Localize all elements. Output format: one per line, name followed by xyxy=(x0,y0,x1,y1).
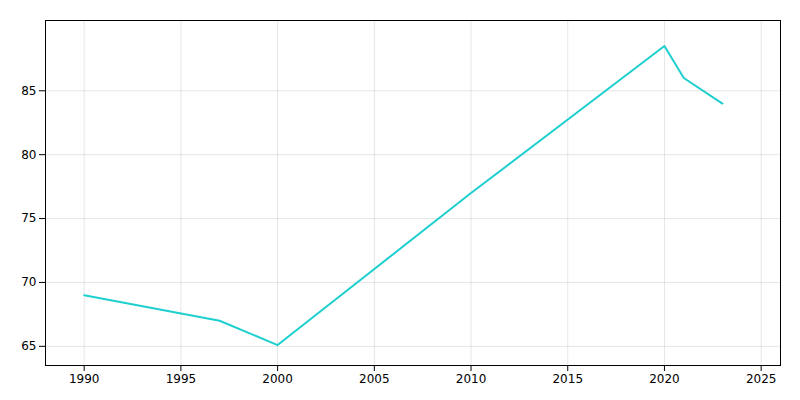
svg-text:65: 65 xyxy=(21,339,36,353)
svg-text:70: 70 xyxy=(21,275,36,289)
svg-text:85: 85 xyxy=(21,84,36,98)
svg-text:75: 75 xyxy=(21,211,36,225)
svg-text:2005: 2005 xyxy=(359,372,390,386)
svg-text:2010: 2010 xyxy=(456,372,487,386)
svg-text:2020: 2020 xyxy=(649,372,680,386)
svg-text:80: 80 xyxy=(21,148,36,162)
svg-text:1995: 1995 xyxy=(166,372,197,386)
svg-text:2025: 2025 xyxy=(746,372,777,386)
svg-text:2000: 2000 xyxy=(262,372,293,386)
svg-text:2015: 2015 xyxy=(552,372,583,386)
svg-text:1990: 1990 xyxy=(69,372,100,386)
